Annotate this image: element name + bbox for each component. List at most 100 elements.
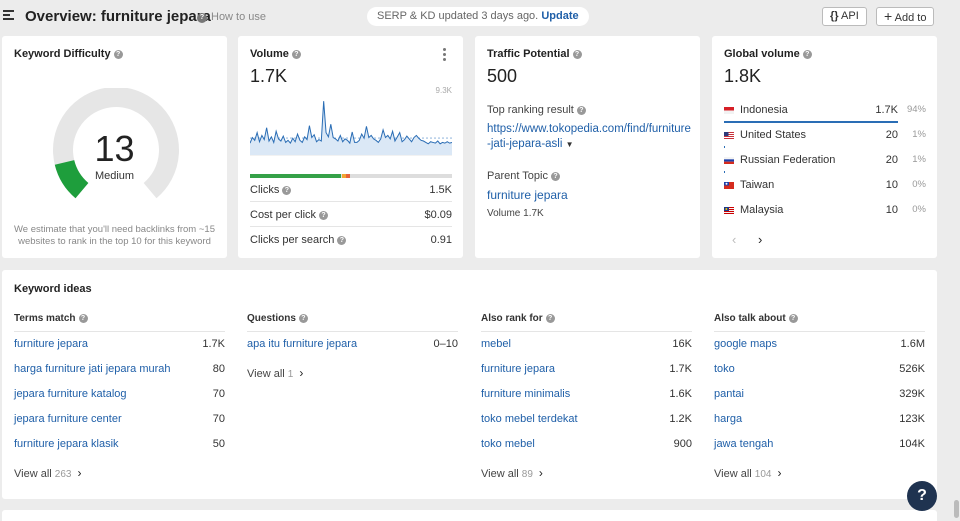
chart-max-label: 9.3K: [436, 86, 452, 95]
questions-label: Questions: [247, 313, 296, 324]
keyword-link[interactable]: toko: [714, 363, 735, 375]
global-volume-card: Global volume? 1.8K Indonesia 1.7K 94% U…: [712, 36, 937, 258]
help-icon[interactable]: ?: [802, 50, 812, 59]
keyword-link[interactable]: toko mebel: [481, 438, 535, 450]
scrollbar-thumb[interactable]: [954, 500, 959, 518]
view-all-label: View all: [14, 468, 52, 480]
list-item[interactable]: toko mebel terdekat 1.2K: [481, 407, 692, 432]
kd-title: Keyword Difficulty?: [14, 48, 123, 60]
help-icon[interactable]: ?: [576, 106, 586, 115]
help-icon[interactable]: ?: [337, 236, 347, 245]
api-button[interactable]: {} API: [822, 7, 867, 26]
view-all-questions-link[interactable]: View all 1 ›: [247, 366, 303, 380]
list-item[interactable]: toko mebel 900: [481, 432, 692, 457]
add-to-button[interactable]: + Add to: [876, 7, 935, 26]
gv-title: Global volume?: [724, 48, 812, 60]
list-item[interactable]: apa itu furniture jepara 0–10: [247, 332, 458, 357]
keyword-link[interactable]: harga furniture jati jepara murah: [14, 363, 171, 375]
more-options-icon[interactable]: [443, 48, 446, 63]
list-item[interactable]: jawa tengah 104K: [714, 432, 925, 457]
keyword-link[interactable]: harga: [714, 413, 743, 425]
country-row[interactable]: United States 20 1%: [724, 125, 926, 150]
kd-gauge-track: [53, 88, 179, 199]
help-icon[interactable]: ?: [788, 314, 798, 323]
flag-malaysia-icon: [724, 207, 734, 214]
keyword-volume: 526K: [899, 363, 925, 375]
country-count: 20: [885, 154, 898, 166]
keyword-link[interactable]: toko mebel terdekat: [481, 413, 578, 425]
update-link[interactable]: Update: [541, 10, 579, 22]
kd-gauge: [53, 88, 179, 199]
help-icon[interactable]: ?: [282, 186, 292, 195]
also-rank-for-column: Also rank for? mebel 16K furniture jepara…: [481, 312, 692, 480]
keyword-link[interactable]: pantai: [714, 388, 744, 400]
help-icon[interactable]: ?: [291, 50, 301, 59]
country-pct: 94%: [906, 104, 926, 115]
list-item[interactable]: furniture jepara klasik 50: [14, 432, 225, 457]
keyword-link[interactable]: furniture jepara: [14, 338, 88, 350]
country-row[interactable]: Indonesia 1.7K 94%: [724, 100, 926, 125]
volume-value: 1.7K: [250, 66, 288, 86]
plus-icon: +: [884, 8, 893, 24]
country-row[interactable]: Russian Federation 20 1%: [724, 150, 926, 175]
parent-topic-link[interactable]: furniture jepara: [487, 188, 568, 202]
help-icon[interactable]: ?: [78, 314, 88, 323]
help-chat-button[interactable]: ?: [907, 481, 937, 511]
view-all-also-rank-link[interactable]: View all 89 ›: [481, 466, 543, 480]
list-item[interactable]: jepara furniture katalog 70: [14, 382, 225, 407]
top-ranking-url[interactable]: https://www.tokopedia.com/find/furniture…: [487, 122, 692, 152]
help-icon[interactable]: ?: [550, 172, 560, 181]
how-to-use-link[interactable]: ? How to use: [197, 11, 266, 23]
keyword-difficulty-card: Keyword Difficulty? 13 Medium We estimat…: [2, 36, 227, 258]
keyword-volume: 0–10: [433, 338, 458, 350]
help-icon[interactable]: ?: [319, 211, 329, 220]
list-item[interactable]: furniture jepara 1.7K: [481, 357, 692, 382]
list-item[interactable]: jepara furniture center 70: [14, 407, 225, 432]
help-icon[interactable]: ?: [545, 314, 555, 323]
list-item[interactable]: harga 123K: [714, 407, 925, 432]
top-ranking-url-text[interactable]: https://www.tokopedia.com/find/furniture…: [487, 123, 691, 150]
keyword-link[interactable]: furniture jepara: [481, 363, 555, 375]
list-item[interactable]: furniture minimalis 1.6K: [481, 382, 692, 407]
view-all-label: View all: [247, 368, 285, 380]
tp-value: 500: [487, 66, 518, 86]
menu-icon[interactable]: [3, 10, 14, 20]
keyword-link[interactable]: mebel: [481, 338, 511, 350]
keyword-link[interactable]: jawa tengah: [714, 438, 774, 450]
keyword-link[interactable]: furniture jepara klasik: [14, 438, 119, 450]
list-item[interactable]: furniture jepara 1.7K: [14, 332, 225, 357]
keyword-link[interactable]: google maps: [714, 338, 777, 350]
keyword-link[interactable]: furniture minimalis: [481, 388, 571, 400]
help-icon[interactable]: ?: [298, 314, 308, 323]
keyword-link[interactable]: jepara furniture center: [14, 413, 122, 425]
keyword-volume: 1.2K: [669, 413, 692, 425]
kd-title-label: Keyword Difficulty: [14, 48, 111, 60]
country-count: 10: [885, 179, 898, 191]
list-item[interactable]: mebel 16K: [481, 332, 692, 357]
prev-page-icon[interactable]: ‹: [732, 232, 737, 247]
parent-topic-label: Parent Topic?: [487, 170, 560, 182]
kd-label: Medium: [94, 170, 135, 182]
list-item[interactable]: harga furniture jati jepara murah 80: [14, 357, 225, 382]
keyword-link[interactable]: apa itu furniture jepara: [247, 338, 358, 350]
next-page-icon[interactable]: ›: [758, 232, 763, 247]
list-item[interactable]: toko 526K: [714, 357, 925, 382]
keyword-volume: 1.7K: [202, 338, 225, 350]
add-to-label: Add to: [894, 12, 927, 24]
country-row[interactable]: Malaysia 10 0%: [724, 200, 926, 225]
keyword-ideas-title: Keyword ideas: [14, 283, 92, 295]
help-icon[interactable]: ?: [572, 50, 582, 59]
next-section-card: [2, 510, 937, 521]
list-item[interactable]: pantai 329K: [714, 382, 925, 407]
serp-status-text: SERP & KD updated 3 days ago.: [377, 10, 539, 22]
view-all-terms-link[interactable]: View all 263 ›: [14, 466, 81, 480]
serp-status-pill: SERP & KD updated 3 days ago. Update: [367, 7, 589, 26]
list-item[interactable]: google maps 1.6M: [714, 332, 925, 357]
view-all-also-talk-link[interactable]: View all 104 ›: [714, 466, 781, 480]
cps-row: Clicks per search? 0.91: [250, 228, 452, 252]
view-all-count: 263: [54, 469, 72, 480]
keyword-link[interactable]: jepara furniture katalog: [14, 388, 127, 400]
caret-down-icon[interactable]: ▼: [565, 140, 574, 149]
help-icon[interactable]: ?: [113, 50, 123, 59]
country-row[interactable]: Taiwan 10 0%: [724, 175, 926, 200]
